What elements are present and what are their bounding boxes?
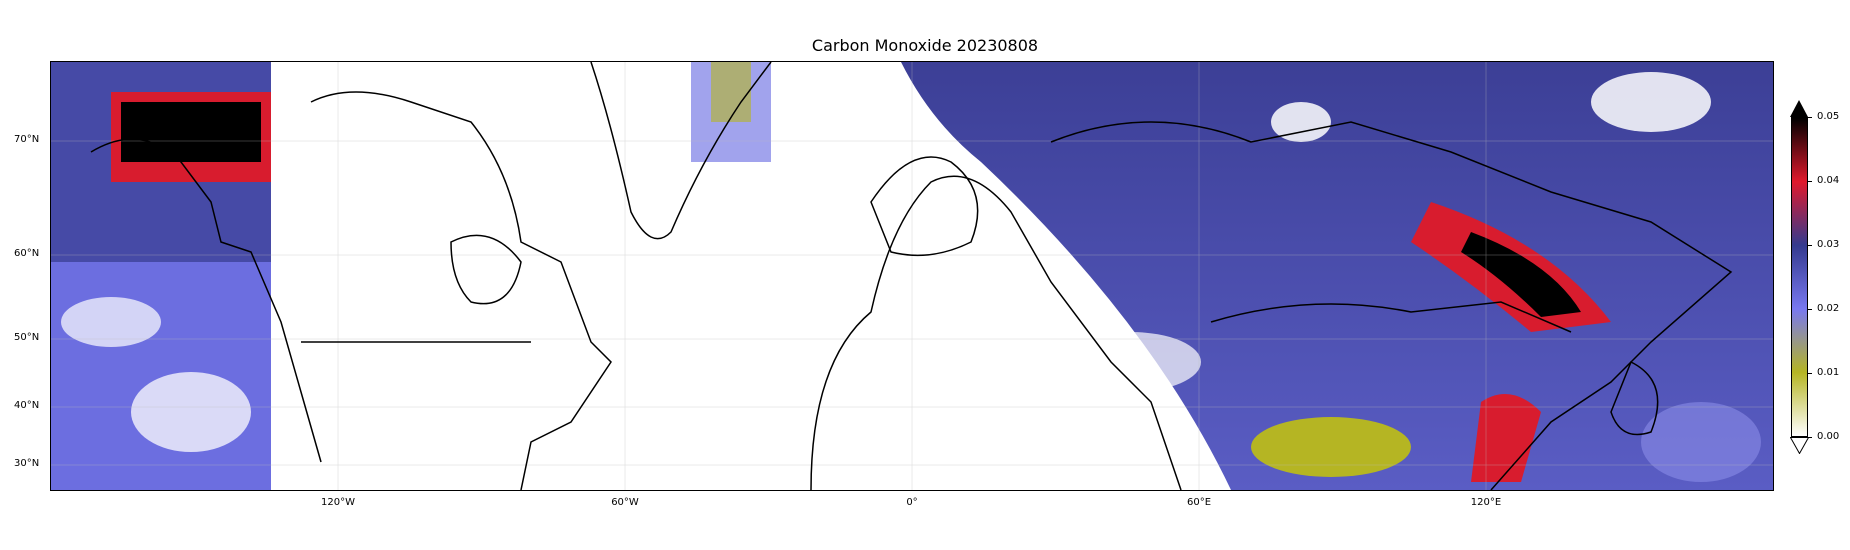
- coastline-hudson: [450, 234, 522, 305]
- colorbar: [1791, 117, 1808, 437]
- lat-tick-label: 70°N: [14, 134, 40, 145]
- co-region-russia-peak: [1461, 232, 1581, 317]
- colorbar-tick-label: 0.04: [1807, 175, 1840, 186]
- coastline-europe: [810, 175, 1182, 490]
- border-russia-china: [1210, 301, 1572, 333]
- lon-tick-label: 120°E: [1470, 497, 1502, 508]
- lat-tick-label: 60°N: [14, 248, 40, 259]
- co-region-greenland-low: [711, 62, 751, 122]
- colorbar-tick-label: 0.05: [1807, 111, 1840, 122]
- co-region-tibet-low: [1251, 417, 1411, 477]
- co-data-layer: [51, 62, 1773, 490]
- co-cloud-gap: [1061, 332, 1201, 392]
- coastline-japan: [1610, 360, 1659, 436]
- co-cloud-gap: [1271, 102, 1331, 142]
- co-region-eurasia: [901, 62, 1773, 490]
- co-region-east-asia-low: [1641, 402, 1761, 482]
- colorbar-tick-label: 0.03: [1807, 239, 1840, 250]
- co-cloud-gap: [61, 297, 161, 347]
- colorbar-tick-label: 0.02: [1807, 303, 1840, 314]
- colorbar-tick-label: 0.00: [1807, 431, 1840, 442]
- co-region-china-high: [1471, 394, 1541, 482]
- lon-tick-label: 60°E: [1186, 497, 1212, 508]
- map-canvas: [51, 62, 1773, 490]
- colorbar-extend-min: [1790, 437, 1809, 454]
- co-cloud-gap: [131, 372, 251, 452]
- map-panel[interactable]: [50, 61, 1774, 491]
- coastline-greenland: [590, 62, 772, 240]
- lon-tick-label: 0°: [906, 497, 918, 508]
- lon-tick-label: 60°W: [611, 497, 639, 508]
- colorbar-tick-label: 0.01: [1807, 367, 1840, 378]
- coastline-alaska: [90, 138, 322, 463]
- gridlines: [51, 62, 1773, 490]
- coastlines: [90, 62, 1733, 490]
- co-region-alaska-peak: [121, 102, 261, 162]
- co-cloud-gap: [1591, 72, 1711, 132]
- coastline-asia: [1050, 121, 1733, 490]
- lat-tick-label: 30°N: [14, 458, 40, 469]
- lat-tick-label: 40°N: [14, 400, 40, 411]
- lon-tick-label: 120°W: [321, 497, 355, 508]
- map-title: Carbon Monoxide 20230808: [811, 36, 1039, 55]
- lat-tick-label: 50°N: [14, 332, 40, 343]
- colorbar-extend-max: [1790, 100, 1808, 117]
- coastline-north-america: [310, 91, 612, 490]
- coastline-scandinavia: [870, 156, 979, 257]
